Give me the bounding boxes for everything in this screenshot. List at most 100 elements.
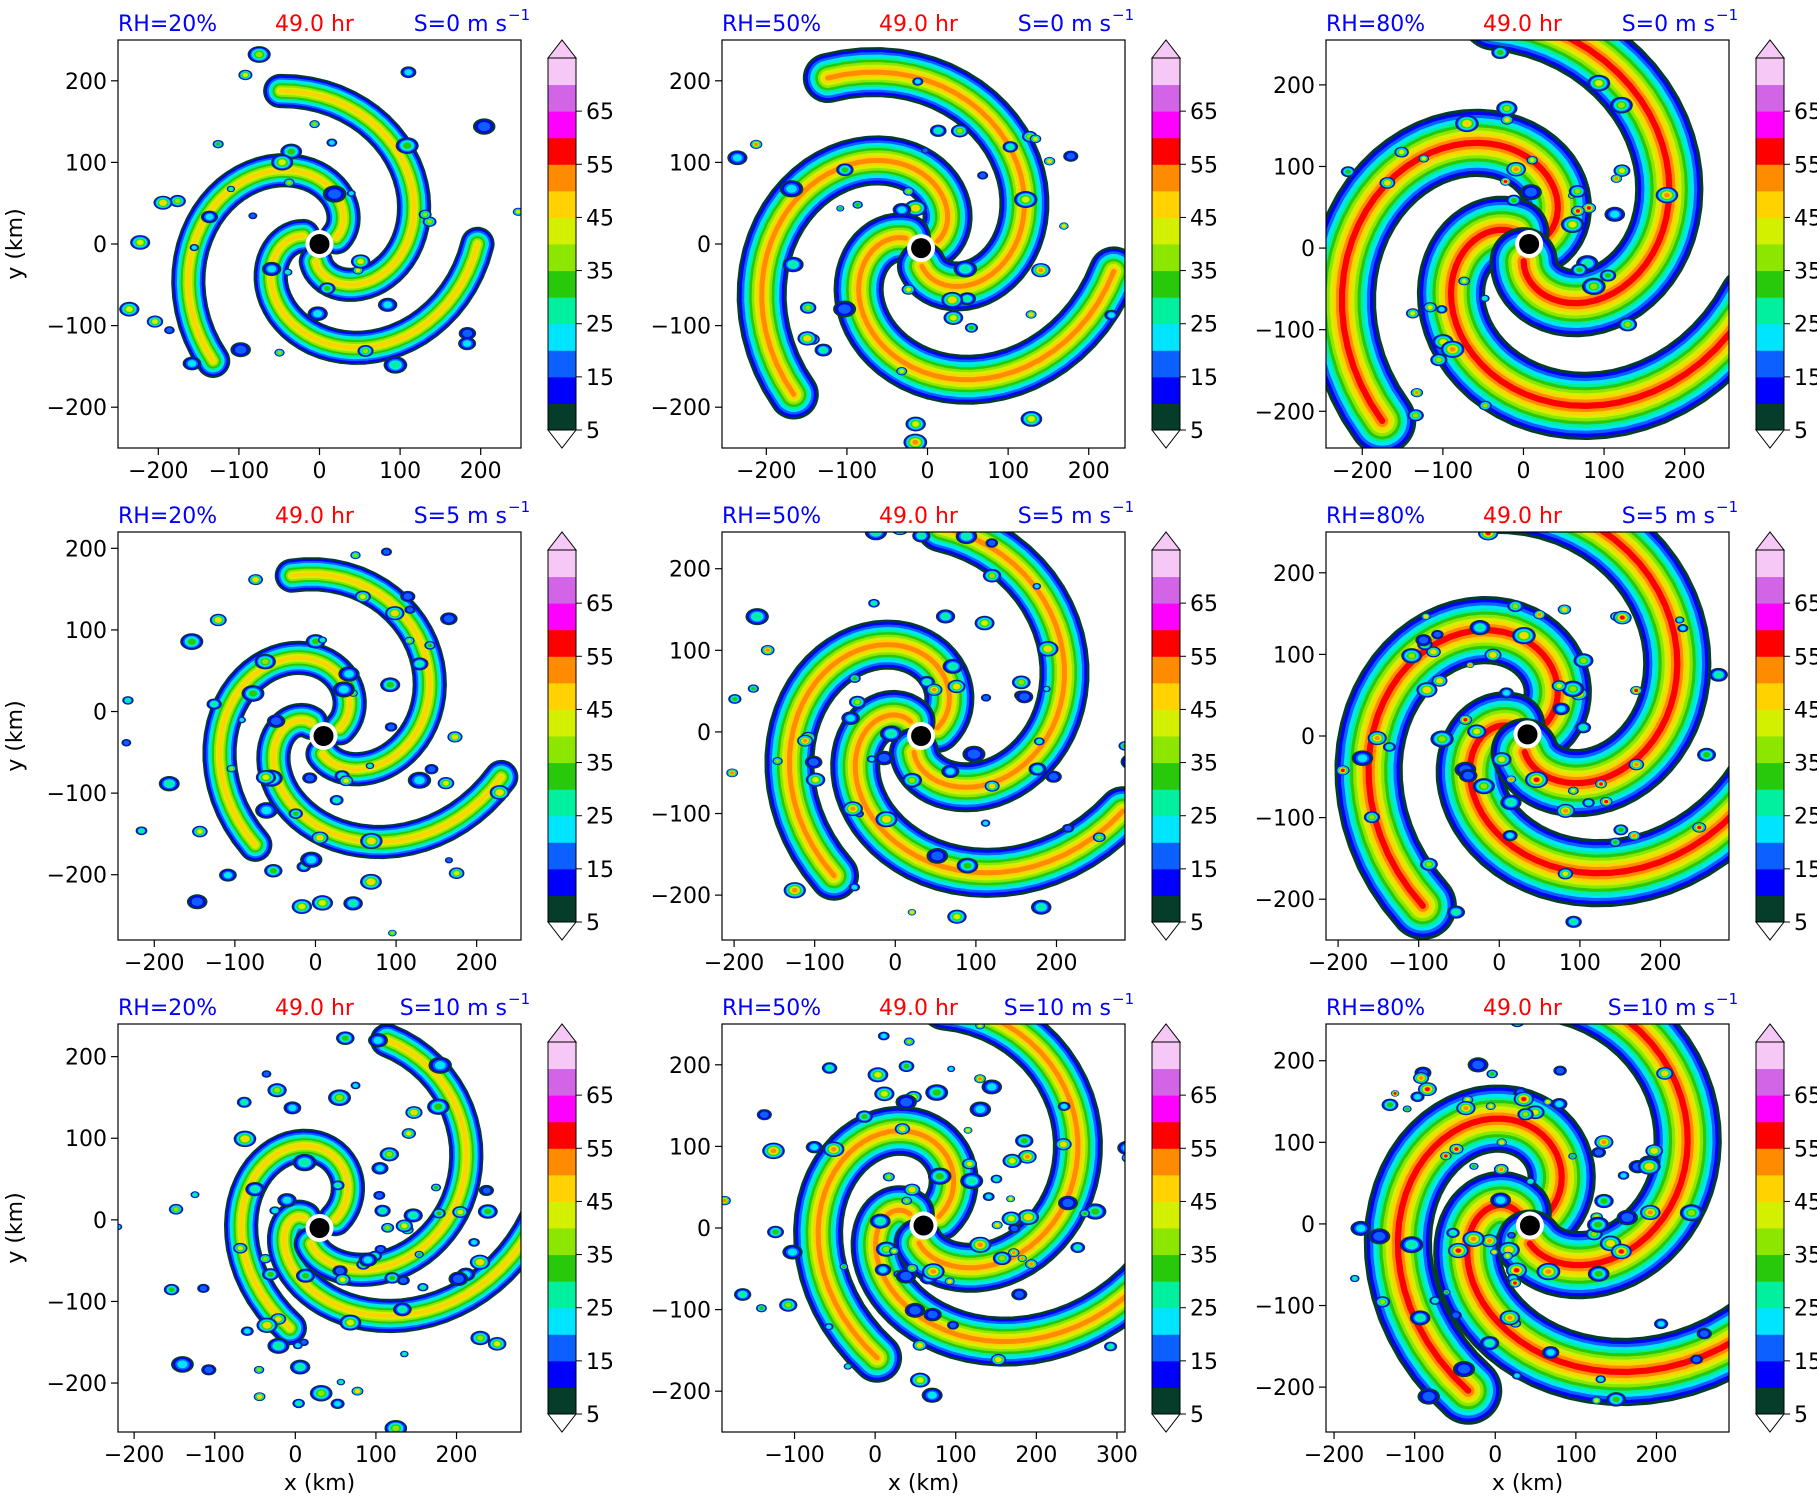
convective-cell: [838, 206, 843, 210]
colorbar-frame: [1755, 549, 1785, 923]
colorbar-tick-label: 55: [1794, 153, 1817, 178]
convective-cell: [1664, 192, 1670, 198]
convective-cell: [1604, 273, 1612, 278]
convective-cell: [1498, 756, 1505, 762]
colorbar-extend-max: [1150, 531, 1182, 551]
convective-cell: [999, 1255, 1006, 1261]
colorbar-tick-label: 35: [1190, 752, 1218, 777]
convective-cell: [1594, 1221, 1602, 1228]
panel-title-shear-exponent: −1: [1716, 990, 1738, 1008]
x-tick-label: 200: [456, 951, 498, 976]
convective-cell: [199, 1285, 208, 1292]
colorbar-swatch: [1152, 164, 1180, 192]
colorbar-swatch: [1152, 629, 1180, 657]
colorbar-swatch: [1152, 350, 1180, 378]
y-tick-label: −200: [47, 396, 107, 421]
convective-cell: [878, 753, 890, 763]
convective-cell: [302, 1273, 310, 1279]
convective-cell: [1612, 840, 1618, 845]
panel-title-rh: RH=50%: [722, 504, 821, 529]
convective-cell: [1503, 105, 1511, 112]
panel-title-shear-exponent: −1: [508, 6, 530, 24]
convective-cell: [482, 1187, 491, 1194]
convective-cell: [906, 287, 911, 292]
convective-cell: [1585, 800, 1592, 806]
x-tick-label: 200: [1068, 459, 1110, 484]
convective-cell: [909, 1306, 921, 1315]
convective-cell: [253, 577, 258, 582]
panel-title-shear: S=5 m s: [1018, 504, 1111, 529]
convective-cell: [406, 1131, 412, 1136]
convective-cell: [1028, 416, 1035, 422]
rainband: [282, 1214, 521, 1318]
colorbar-tick-label: 35: [1794, 260, 1817, 285]
colorbar-swatch: [1152, 1228, 1180, 1256]
convective-cell: [160, 200, 166, 205]
colorbar-swatch: [1152, 1201, 1180, 1229]
convective-cell: [914, 79, 921, 84]
y-tick-label: 0: [697, 721, 711, 746]
rainband: [787, 642, 952, 879]
convective-cell: [414, 776, 425, 785]
colorbar-swatch: [548, 629, 576, 657]
convective-cell: [1475, 624, 1485, 631]
convective-cell: [981, 620, 988, 626]
x-tick-label: −200: [704, 951, 764, 976]
convective-cell: [399, 1277, 408, 1284]
x-tick-label: 200: [1639, 951, 1681, 976]
convective-cell: [1610, 210, 1620, 218]
colorbar-swatch: [1152, 84, 1180, 112]
convective-cell: [1563, 808, 1569, 813]
convective-cell: [191, 897, 203, 907]
y-tick-label: −100: [651, 1299, 711, 1324]
convective-cell: [838, 304, 851, 314]
convective-cell: [1044, 646, 1051, 652]
convective-cell: [1533, 777, 1540, 782]
convective-cell: [1435, 357, 1442, 363]
reflectivity-field: [118, 1024, 542, 1432]
convective-cell: [1562, 607, 1567, 612]
convective-cell: [1697, 825, 1702, 830]
convective-cell: [1537, 613, 1542, 617]
convective-cell: [1499, 1140, 1504, 1144]
rainband: [289, 572, 432, 772]
colorbar-extend-max: [1754, 531, 1786, 551]
convective-cell: [850, 806, 856, 811]
rainband: [1466, 722, 1729, 877]
convective-cell: [392, 1425, 400, 1432]
convective-cell: [298, 904, 305, 910]
convective-cell: [319, 900, 326, 906]
reflectivity-field: [1334, 532, 1729, 940]
convective-cell: [452, 1274, 464, 1283]
convective-cell: [948, 1066, 954, 1071]
convective-cell: [852, 676, 858, 681]
x-tick-label: −100: [784, 951, 844, 976]
convective-cell: [1020, 1138, 1028, 1144]
y-tick-label: −200: [651, 884, 711, 909]
colorbar-extend-min: [1754, 429, 1786, 449]
convective-cell: [1352, 1276, 1358, 1281]
panel-title-rh: RH=20%: [118, 996, 217, 1021]
colorbar-swatch: [548, 709, 576, 737]
convective-cell: [956, 128, 963, 134]
convective-cell: [1452, 1312, 1460, 1318]
convective-cell: [1714, 671, 1723, 678]
convective-cell: [1405, 1107, 1410, 1111]
y-tick-label: 0: [93, 1209, 107, 1234]
convective-cell: [841, 167, 849, 173]
convective-cell: [1082, 1211, 1088, 1216]
convective-cell: [1122, 756, 1125, 767]
y-tick-label: 200: [1273, 1050, 1315, 1075]
rainband: [856, 235, 1117, 383]
colorbar-swatch: [548, 323, 576, 351]
convective-cell: [1038, 268, 1044, 273]
colorbar-tick-label: 25: [586, 313, 614, 338]
plot-frame: [117, 1023, 522, 1433]
convective-cell: [1007, 144, 1014, 150]
colorbar-tick-label: 45: [586, 1190, 614, 1215]
convective-cell: [532, 1201, 542, 1209]
colorbar-swatch: [548, 576, 576, 604]
colorbar-tick-label: 35: [586, 260, 614, 285]
convective-cell: [389, 1275, 396, 1281]
colorbar-swatch: [1756, 1307, 1784, 1335]
